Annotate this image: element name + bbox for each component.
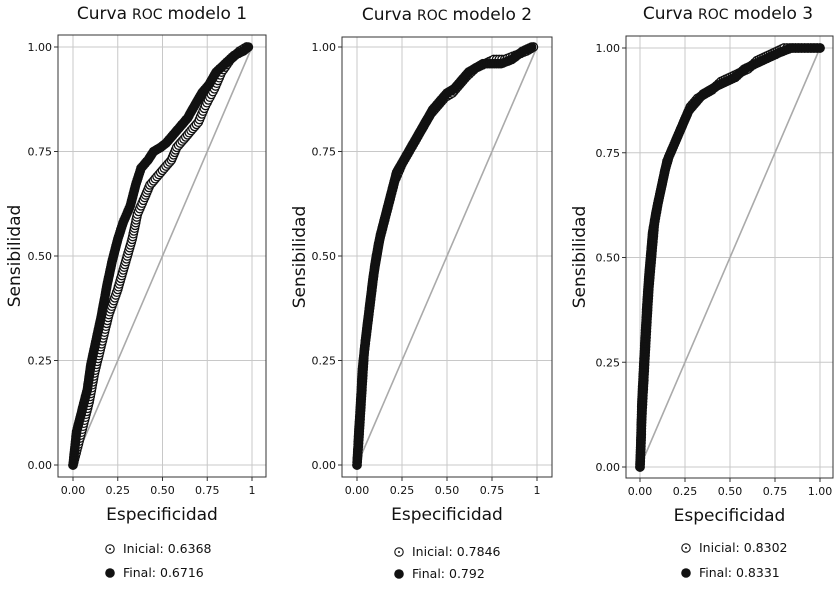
- chart-title: Curva ROC modelo 3: [643, 4, 813, 24]
- y-tick-label: 0.00: [312, 459, 337, 472]
- y-tick-label: 0.00: [596, 461, 621, 474]
- y-axis-title: Sensibilidad: [570, 206, 590, 309]
- reference-diagonal: [72, 46, 253, 466]
- legend-marker-inicial-dot: [685, 547, 687, 549]
- legend-marker-inicial: [105, 544, 115, 554]
- x-tick-label: 1: [249, 484, 256, 497]
- legend-marker-inicial-dot: [398, 551, 400, 553]
- x-tick-label: 0.00: [345, 484, 370, 497]
- y-tick-label: 0.75: [28, 146, 53, 159]
- y-tick-label: 0.50: [312, 250, 337, 263]
- reference-diagonal: [356, 46, 538, 466]
- y-tick-label: 1.00: [28, 41, 53, 54]
- y-axis-title: Sensibilidad: [5, 205, 25, 308]
- y-tick-label: 1.00: [596, 42, 621, 55]
- y-tick-label: 0.50: [28, 250, 53, 263]
- title-prefix: Curva: [362, 5, 412, 25]
- series-final: [635, 43, 825, 472]
- x-tick-label: 0.25: [106, 484, 131, 497]
- title-suffix: modelo 3: [734, 4, 814, 24]
- y-tick-label: 1.00: [312, 41, 337, 54]
- x-tick-label: 0.00: [628, 485, 653, 498]
- title-suffix: modelo 2: [453, 5, 533, 25]
- y-tick-label: 0.25: [596, 356, 621, 369]
- x-axis-title: Especificidad: [106, 505, 218, 525]
- data-point: [243, 42, 254, 52]
- x-axis-title: Especificidad: [674, 506, 786, 526]
- chart-title: Curva ROC modelo 1: [77, 4, 247, 24]
- y-axis-title: Sensibilidad: [290, 206, 310, 309]
- legend: Inicial: 0.8302 Final: 0.8331: [681, 540, 787, 580]
- x-axis-title: Especificidad: [391, 505, 503, 525]
- reference-diagonal: [639, 47, 821, 468]
- legend-marker-inicial-dot: [109, 548, 111, 550]
- title-prefix: Curva: [77, 4, 127, 24]
- title-roc: ROC: [698, 7, 729, 23]
- x-tick-label: 0.50: [435, 484, 460, 497]
- chart-title: Curva ROC modelo 2: [362, 5, 532, 25]
- legend: Inicial: 0.7846 Final: 0.792: [394, 544, 501, 581]
- legend-marker-inicial: [394, 547, 404, 557]
- legend-label-final: Final: 0.792: [412, 566, 485, 581]
- x-tick-label: 1.00: [808, 485, 833, 498]
- title-prefix: Curva: [643, 4, 693, 24]
- legend-marker-final: [105, 568, 115, 578]
- x-tick-label: 0.50: [150, 484, 175, 497]
- roc-panel-modelo-3: 0.00 0.00 0.25 0.25 0.50 0.50 0.75 0.75 1.00 1.00…: [570, 4, 834, 580]
- legend-label-inicial: Inicial: 0.8302: [699, 540, 787, 555]
- x-tick-label: 0.25: [390, 484, 415, 497]
- legend-label-final: Final: 0.6716: [123, 565, 204, 580]
- legend-marker-final: [681, 568, 691, 578]
- x-tick-label: 0.75: [763, 485, 788, 498]
- data-point: [526, 42, 537, 52]
- roc-panel-modelo-1: 0.00 0.00 0.25 0.25 0.50 0.50 0.75 0.75 1 1.00 Cur…: [5, 4, 267, 580]
- series-final: [352, 42, 537, 470]
- x-tick-label: 0.75: [480, 484, 505, 497]
- x-tick-label: 0.75: [195, 484, 220, 497]
- legend-marker-final: [394, 569, 404, 579]
- title-suffix: modelo 1: [168, 4, 248, 24]
- legend-label-inicial: Inicial: 0.7846: [412, 544, 501, 559]
- y-tick-label: 0.25: [28, 355, 53, 368]
- title-roc: ROC: [417, 8, 448, 24]
- legend-label-inicial: Inicial: 0.6368: [123, 541, 212, 556]
- series-final: [68, 42, 254, 470]
- legend-marker-inicial: [681, 543, 691, 553]
- title-roc: ROC: [132, 7, 163, 23]
- legend-label-final: Final: 0.8331: [699, 565, 780, 580]
- y-tick-label: 0.00: [28, 459, 53, 472]
- x-tick-label: 1: [534, 484, 541, 497]
- data-point: [815, 43, 825, 53]
- y-tick-label: 0.25: [312, 355, 337, 368]
- roc-panel-modelo-2: 0.00 0.00 0.25 0.25 0.50 0.50 0.75 0.75 1 1.00 Cur…: [290, 5, 553, 581]
- y-tick-label: 0.50: [596, 252, 621, 265]
- y-tick-label: 0.75: [596, 147, 621, 160]
- x-tick-label: 0.50: [718, 485, 743, 498]
- x-tick-label: 0.00: [61, 484, 86, 497]
- legend: Inicial: 0.6368 Final: 0.6716: [105, 541, 212, 580]
- x-tick-label: 0.25: [673, 485, 698, 498]
- y-tick-label: 0.75: [312, 146, 337, 159]
